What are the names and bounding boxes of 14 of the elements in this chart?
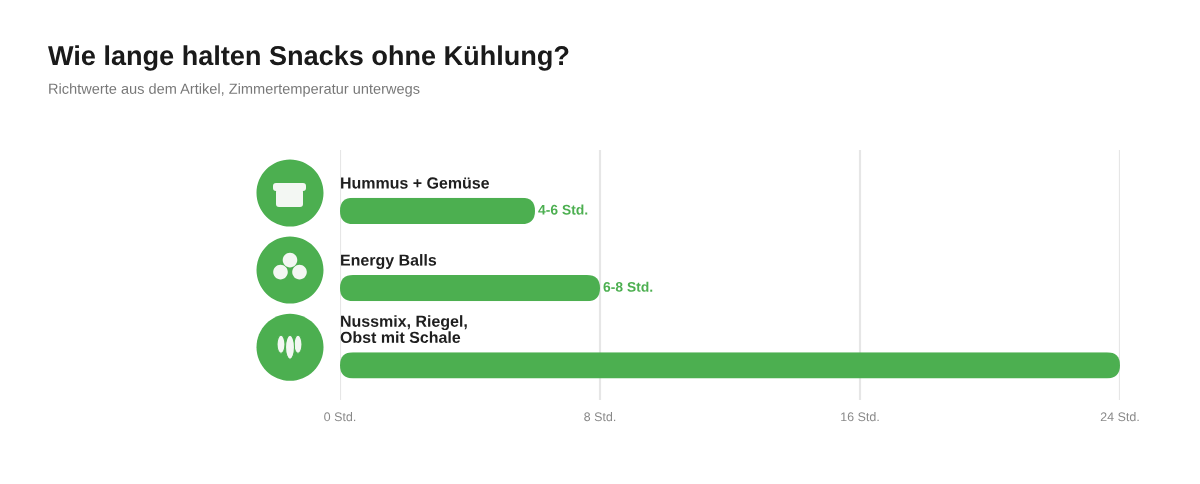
chart-subtitle: Richtwerte aus dem Artikel, Zimmertemperatur unterwegs	[49, 83, 420, 97]
x-tick-label: 8 Std.	[584, 412, 616, 422]
data-label: 6-8 Std.	[603, 281, 653, 292]
y-tick-label: Hummus + Gemüse	[341, 177, 490, 189]
x-tick-label: 0 Std.	[324, 412, 356, 422]
x-tick-label: 16 Std.	[841, 412, 879, 422]
y-tick-label: Energy Balls	[341, 254, 437, 269]
bar	[340, 197, 535, 225]
y-tick-label: Nussmix, Riegel, Obst mit Schale	[340, 315, 467, 343]
bar	[340, 352, 1120, 379]
data-label: 4-6 Std.	[538, 204, 588, 215]
chart-title: Wie lange halten Snacks ohne Kühlung?	[48, 45, 569, 71]
bar	[340, 275, 600, 302]
x-tick-label: 24 Std.	[1100, 412, 1139, 422]
